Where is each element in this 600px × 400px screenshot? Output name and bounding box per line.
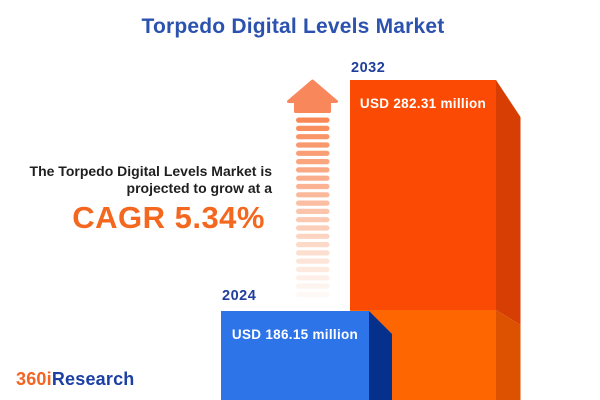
bar-value-label-2024: USD 186.15 million: [231, 327, 359, 342]
growth-arrow-head-icon: [287, 79, 338, 113]
annotation-line-2: projected to grow at a: [126, 180, 272, 196]
chart-title: Torpedo Digital Levels Market: [141, 15, 445, 38]
logo-prefix: 360i: [16, 369, 52, 389]
bar-value-label-2032: USD 282.31 million: [359, 96, 487, 111]
logo-suffix: Research: [51, 369, 135, 389]
bar-2032-side-lower: [496, 310, 521, 400]
bar-2024-side: [369, 311, 392, 400]
year-label-2024: 2024: [222, 288, 257, 304]
growth-arrow-stripes: [296, 117, 330, 297]
year-label-2032: 2032: [351, 60, 386, 76]
annotation-block: The Torpedo Digital Levels Market is pro…: [0, 163, 272, 234]
annotation-line-1: The Torpedo Digital Levels Market is: [29, 163, 272, 179]
bar-2032-side-upper: [496, 80, 521, 325]
bar-2032-face-upper: [350, 80, 496, 310]
logo: 360iResearch: [16, 369, 135, 390]
bar-2024-face: [221, 311, 369, 400]
cagr-value: CAGR 5.34%: [72, 200, 265, 235]
